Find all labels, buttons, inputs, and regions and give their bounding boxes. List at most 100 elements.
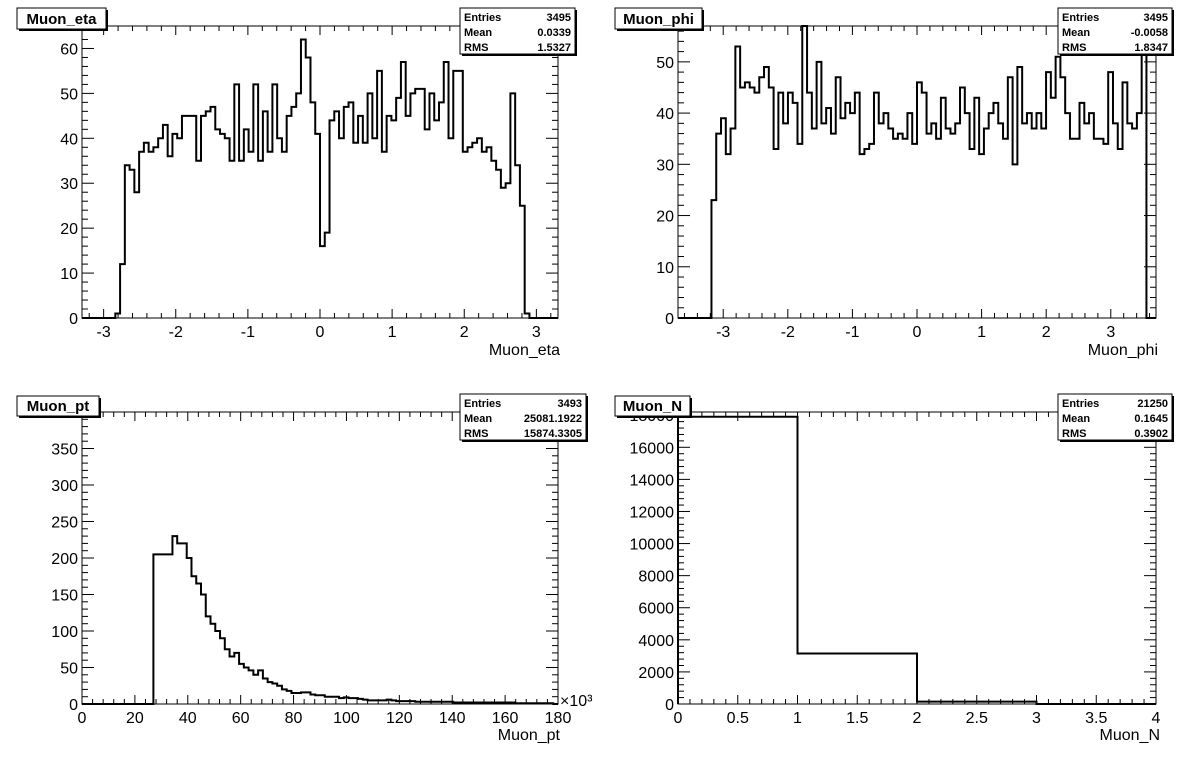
x-tick-label: 60 [232,710,250,727]
x-tick-label: 140 [439,710,466,727]
stats-label: RMS [1062,428,1086,440]
histogram-title: Muon_eta [26,11,97,28]
x-tick-label: 1 [977,324,986,341]
stats-value: 0.1645 [1134,413,1168,425]
y-tick-label: 50 [60,661,78,678]
y-tick-label: 40 [60,131,78,148]
plot-frame [677,25,1157,319]
x-tick-label: 3 [532,324,541,341]
x-axis-label: Muon_pt [498,727,561,744]
x-tick-label: 0 [913,324,922,341]
y-tick-label: 10000 [630,537,675,554]
x-tick-label: 0 [316,324,325,341]
x-tick-label: -1 [845,324,859,341]
x-axis-multiplier: ×10³ [560,693,593,710]
x-tick-label: 40 [179,710,197,727]
x-tick-label: 160 [492,710,519,727]
y-tick-label: 350 [51,442,78,459]
x-tick-label: 3 [1106,324,1115,341]
x-tick-label: 2.5 [966,710,988,727]
histogram-series-line [82,535,558,705]
x-tick-label: 100 [333,710,360,727]
y-tick-label: 4000 [638,633,674,650]
y-tick-label: 10 [60,266,78,283]
x-tick-label: -2 [169,324,183,341]
y-tick-label: 0 [69,697,78,714]
stats-value: 1.8347 [1134,42,1168,54]
stats-label: Mean [1062,27,1090,39]
x-tick-label: 3 [1032,710,1041,727]
histogram-title: Muon_N [623,398,682,415]
stats-box [1057,7,1173,55]
y-tick-label: 50 [60,86,78,103]
y-tick-label: 10 [656,260,674,277]
title-box [614,395,691,417]
stats-value: 0.0339 [537,27,571,39]
y-tick-label: 20 [656,209,674,226]
histogram-series-line [82,38,558,319]
stats-value: -0.0058 [1131,27,1168,39]
x-tick-label: 1 [793,710,802,727]
histogram-title: Muon_phi [623,11,694,28]
y-tick-label: 14000 [630,472,675,489]
y-tick-label: 250 [51,515,78,532]
histogram-muon-n: 0 0.5 1 1.5 2 2.5 3 3.5 4 0 2000 4000 6000 8000 10000 1… [614,393,1174,744]
stats-value: 15874.3305 [524,428,582,440]
y-tick-label: 60 [60,41,78,58]
x-tick-label: -2 [781,324,795,341]
x-tick-label: 2 [913,710,922,727]
stats-label: Mean [464,27,492,39]
stats-label: Entries [1062,12,1099,24]
x-tick-label: 0 [78,710,87,727]
y-tick-label: 300 [51,478,78,495]
y-tick-label: 0 [665,697,674,714]
y-tick-label: 30 [656,157,674,174]
y-tick-label: 150 [51,588,78,605]
histogram-title: Muon_pt [27,398,89,415]
stats-label: Entries [1062,398,1099,410]
y-tick-label: 6000 [638,601,674,618]
y-tick-label: 2000 [638,665,674,682]
y-tick-label: 200 [51,551,78,568]
x-tick-label: 1 [388,324,397,341]
x-tick-label: 180 [545,710,572,727]
y-tick-label: 0 [665,311,674,328]
y-tick-label: 50 [656,55,674,72]
title-box [16,7,107,30]
x-axis-label: Muon_eta [489,342,560,359]
stats-label: Mean [1062,413,1090,425]
y-tick-label: 16000 [630,440,675,457]
histogram-series-line [677,415,1156,705]
y-tick-label: 40 [656,106,674,123]
histogram-muon-pt: 0 20 40 60 80 100 120 140 160 180 0 50 100 150 200 250 3… [16,393,593,744]
x-tick-label: 20 [126,710,144,727]
x-tick-label: 0 [674,710,683,727]
x-tick-label: 80 [285,710,303,727]
stats-label: RMS [464,428,488,440]
stats-box [1057,393,1173,441]
title-box [614,7,703,30]
x-tick-label: -3 [97,324,111,341]
stats-value: 21250 [1137,398,1168,410]
stats-label: Entries [464,398,501,410]
y-tick-label: 12000 [630,504,675,521]
x-tick-label: 120 [386,710,413,727]
x-tick-label: -3 [716,324,730,341]
stats-value: 1.5327 [537,42,571,54]
x-tick-label: -1 [241,324,255,341]
stats-value: 25081.1922 [524,413,582,425]
stats-value: 0.3902 [1134,428,1168,440]
x-tick-label: 4 [1152,710,1161,727]
y-tick-label: 30 [60,176,78,193]
stats-label: Entries [464,12,501,24]
y-tick-label: 8000 [638,569,674,586]
stats-box [459,7,576,55]
y-tick-label: 100 [51,624,78,641]
x-axis-label: Muon_phi [1088,342,1158,359]
x-tick-label: 3.5 [1085,710,1107,727]
x-tick-label: 0.5 [727,710,749,727]
y-tick-label: 20 [60,221,78,238]
stats-label: RMS [1062,42,1086,54]
stats-label: Mean [464,413,492,425]
